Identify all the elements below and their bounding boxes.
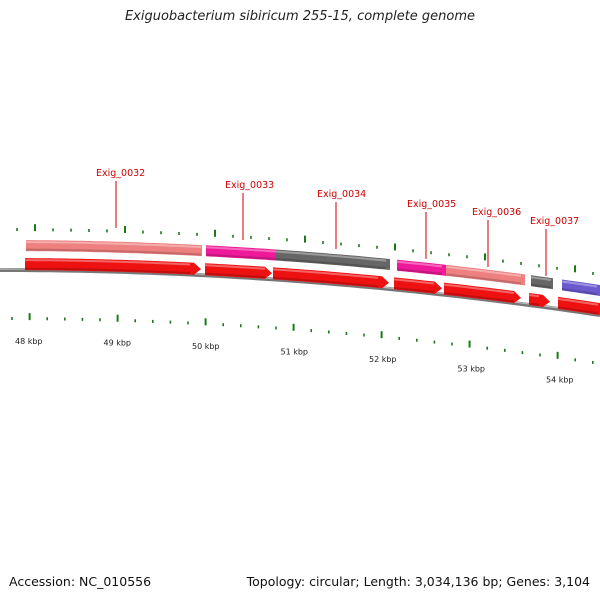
map-title: Exiguobacterium sibiricum 255-15, comple… bbox=[124, 9, 476, 24]
feature-exig-0032 bbox=[26, 240, 202, 257]
cds-arrow-0035 bbox=[393, 277, 442, 294]
gene-label-exig-0034: Exig_0034 bbox=[317, 189, 366, 249]
kbp-label: 49 kbp bbox=[104, 339, 132, 348]
feature-exig-0037 bbox=[530, 275, 553, 290]
topology-summary: Topology: circular; Length: 3,034,136 bp… bbox=[246, 574, 590, 589]
svg-text:Exig_0034: Exig_0034 bbox=[317, 189, 366, 200]
feature-exig-0036 bbox=[445, 264, 525, 286]
svg-text:Exig_0036: Exig_0036 bbox=[472, 207, 521, 218]
top-tick-marks bbox=[16, 224, 594, 275]
gene-label-exig-0033: Exig_0033 bbox=[225, 180, 274, 240]
svg-text:Exig_0033: Exig_0033 bbox=[225, 180, 274, 191]
kbp-label: 50 kbp bbox=[192, 342, 220, 351]
feature-next bbox=[561, 279, 600, 296]
gene-label-exig-0036: Exig_0036 bbox=[472, 207, 521, 267]
cds-arrow-0032 bbox=[25, 258, 201, 275]
kbp-label: 52 kbp bbox=[369, 355, 397, 364]
svg-text:Exig_0037: Exig_0037 bbox=[530, 216, 579, 227]
kbp-label: 51 kbp bbox=[281, 348, 309, 357]
feature-exig-0035-a bbox=[396, 259, 446, 276]
kbp-label: 54 kbp bbox=[546, 376, 574, 385]
gene-label-exig-0032: Exig_0032 bbox=[96, 168, 145, 228]
cds-arrow-0037 bbox=[528, 293, 550, 307]
bottom-tick-marks bbox=[11, 313, 594, 364]
gene-label-exig-0037: Exig_0037 bbox=[530, 216, 579, 276]
kbp-label: 53 kbp bbox=[458, 364, 486, 373]
feature-track bbox=[26, 240, 600, 296]
gene-labels: Exig_0032 Exig_0033 Exig_0034 Exig_0035 Exig… bbox=[96, 168, 579, 276]
cds-arrow-0033 bbox=[204, 263, 272, 279]
cds-arrow-next bbox=[557, 296, 600, 315]
kbp-label: 48 kbp bbox=[15, 337, 43, 346]
backbone-line bbox=[0, 268, 600, 317]
cds-arrow-0034 bbox=[272, 267, 389, 289]
feature-exig-0033-a bbox=[205, 245, 277, 261]
gene-label-exig-0035: Exig_0035 bbox=[407, 199, 456, 259]
accession-text: Accession: NC_010556 bbox=[9, 574, 152, 589]
kbp-labels: 48 kbp 49 kbp 50 kbp 51 kbp 52 kbp 53 kbp 54 k… bbox=[15, 337, 574, 385]
feature-exig-0034 bbox=[275, 249, 390, 270]
svg-text:Exig_0032: Exig_0032 bbox=[96, 168, 145, 179]
cds-track bbox=[25, 258, 600, 315]
svg-text:Exig_0035: Exig_0035 bbox=[407, 199, 456, 210]
cds-arrow-0036 bbox=[443, 282, 521, 303]
